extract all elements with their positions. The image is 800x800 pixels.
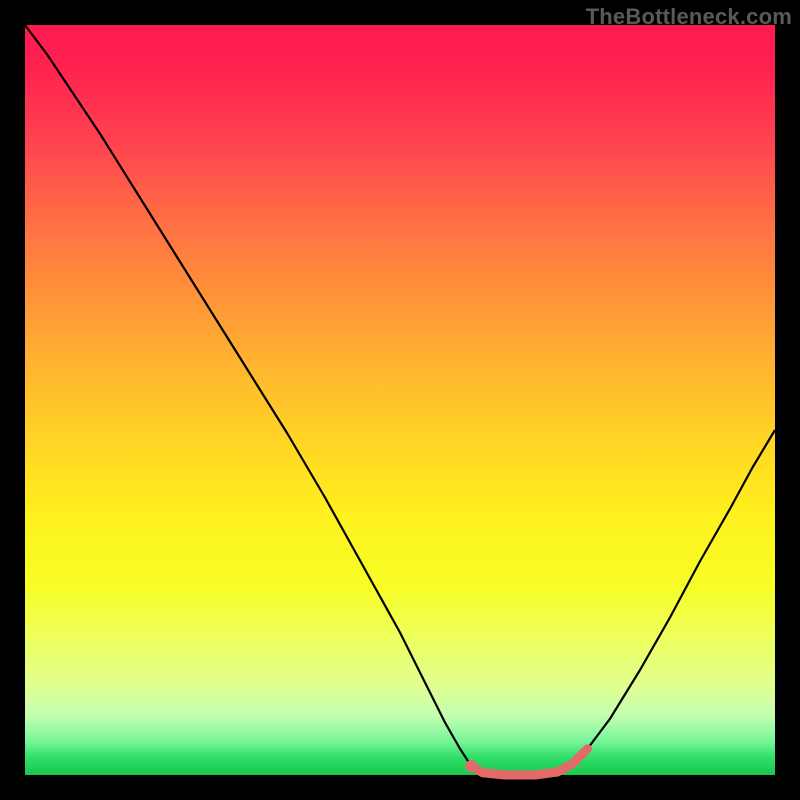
plot-background (25, 25, 775, 775)
bottleneck-chart (0, 0, 800, 800)
watermark-text: TheBottleneck.com (586, 4, 792, 30)
chart-container: TheBottleneck.com (0, 0, 800, 800)
